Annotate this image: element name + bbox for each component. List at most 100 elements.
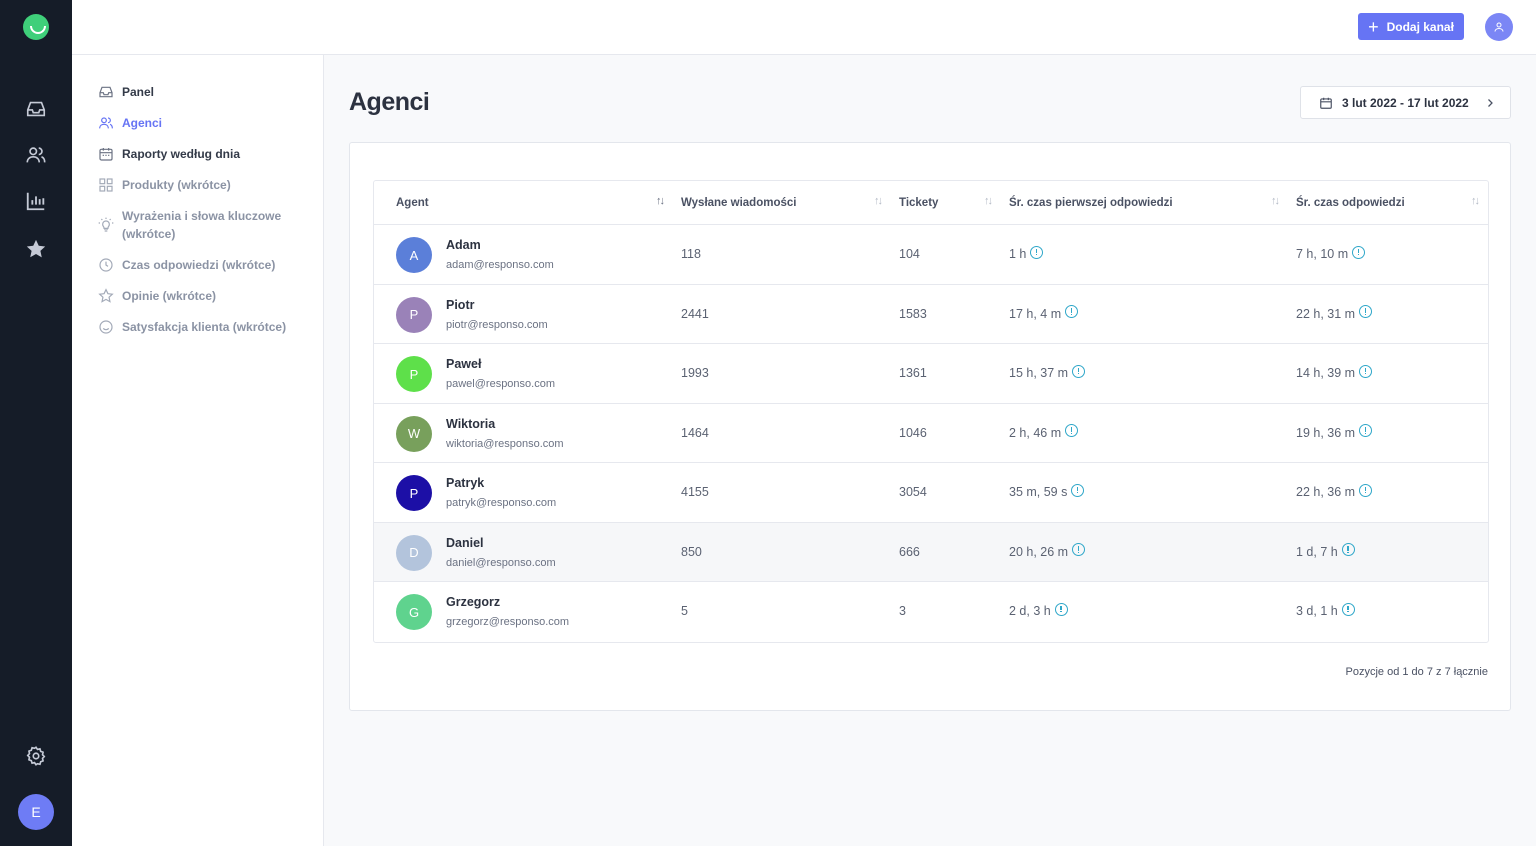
- calendar-icon: [1320, 97, 1332, 109]
- sidebar-item-label: Czas odpowiedzi (wkrótce): [122, 258, 276, 272]
- info-icon[interactable]: [1071, 483, 1085, 497]
- sidebar-item-reviews[interactable]: Opinie (wkrótce): [98, 287, 216, 305]
- sort-icon[interactable]: ↑↓: [656, 195, 665, 207]
- agent-avatar: W: [396, 415, 432, 452]
- info-icon[interactable]: [1359, 305, 1373, 318]
- agents-card: Agent ↑↓ Wysłane wiadomości ↑↓ Tickety ↑…: [349, 142, 1511, 711]
- sort-icon[interactable]: ↑↓: [1471, 195, 1480, 207]
- info-icon[interactable]: [1359, 364, 1373, 378]
- first-response-cell: 1 h: [1009, 245, 1044, 261]
- first-response-cell: 2 h, 46 m: [1009, 424, 1079, 440]
- sent-messages: 1464: [681, 425, 709, 440]
- info-icon[interactable]: [1341, 602, 1355, 616]
- tickets-count: 3054: [899, 485, 927, 499]
- table-row[interactable]: P Paweł pawel@responso.com 1993 1361 15 …: [374, 344, 1488, 404]
- reports-sidebar: Panel Agenci Raporty według dnia Produkt…: [72, 55, 324, 846]
- first-response-cell: 20 h, 26 m: [1009, 543, 1086, 559]
- agent-avatar: G: [396, 594, 432, 630]
- sort-icon[interactable]: ↑↓: [874, 195, 883, 207]
- chevron-right-icon: [1488, 99, 1493, 107]
- info-icon[interactable]: [1359, 424, 1373, 437]
- date-range-picker[interactable]: 3 lut 2022 - 17 lut 2022: [1300, 86, 1511, 119]
- gear-icon[interactable]: [24, 744, 48, 768]
- bulb-icon: [98, 216, 114, 234]
- tickets-count: 104: [899, 247, 920, 261]
- first-response-cell: 17 h, 4 m: [1009, 305, 1079, 321]
- agents-table: Agent ↑↓ Wysłane wiadomości ↑↓ Tickety ↑…: [373, 180, 1489, 643]
- table-row[interactable]: G Grzegorz grzegorz@responso.com 5 3 2 d…: [374, 582, 1488, 642]
- app-rail: E: [0, 0, 72, 846]
- first-response-time: 2 d, 3 h: [1009, 604, 1051, 618]
- first-response-time: 1 h: [1009, 247, 1027, 261]
- sidebar-item-label: Opinie (wkrótce): [122, 289, 217, 303]
- user-avatar-rail[interactable]: E: [18, 794, 54, 830]
- info-icon[interactable]: [1341, 543, 1355, 556]
- agent-name: Daniel: [446, 535, 484, 550]
- table-row[interactable]: A Adam adam@responso.com 118 104 1 h 7 h…: [374, 225, 1488, 285]
- logo-icon[interactable]: [23, 14, 49, 40]
- add-channel-button[interactable]: + Dodaj kanał: [1358, 13, 1464, 40]
- column-header-sent[interactable]: Wysłane wiadomości: [681, 197, 797, 209]
- table-row[interactable]: P Patryk patryk@responso.com 4155 3054 3…: [374, 463, 1488, 523]
- first-response-cell: 35 m, 59 s: [1009, 483, 1085, 499]
- agent-email: wiktoria@responso.com: [446, 437, 564, 450]
- sidebar-item-response-time[interactable]: Czas odpowiedzi (wkrótce): [98, 256, 275, 274]
- grid-icon: [98, 176, 114, 194]
- avg-response-time: 19 h, 36 m: [1296, 425, 1356, 440]
- chart-icon[interactable]: [24, 189, 48, 213]
- agent-email: piotr@responso.com: [446, 318, 548, 331]
- agent-name: Grzegorz: [446, 595, 501, 609]
- table-row[interactable]: D Daniel daniel@responso.com 850 666 20 …: [374, 522, 1488, 582]
- sidebar-item-label-suffix: (wkrótce): [122, 227, 176, 241]
- agent-name: Piotr: [446, 297, 475, 312]
- info-icon[interactable]: [1072, 364, 1086, 378]
- sidebar-item-agents[interactable]: Agenci: [98, 114, 162, 132]
- table-row[interactable]: P Piotr piotr@responso.com 2441 1583 17 …: [374, 285, 1488, 344]
- sidebar-item-daily-reports[interactable]: Raporty według dnia: [98, 145, 240, 163]
- avg-response-time: 14 h, 39 m: [1296, 366, 1356, 380]
- agent-email: grzegorz@responso.com: [446, 616, 570, 628]
- avg-response-time: 22 h, 36 m: [1296, 485, 1356, 499]
- sidebar-item-keywords[interactable]: Wyrażenia i słowa kluczowe (wkrótce): [98, 207, 281, 243]
- agent-name: Wiktoria: [446, 416, 496, 431]
- info-icon[interactable]: [1359, 483, 1373, 497]
- agent-avatar: P: [396, 475, 432, 511]
- date-range-label: 3 lut 2022 - 17 lut 2022: [1342, 95, 1469, 110]
- tickets-count: 1361: [899, 366, 927, 380]
- info-icon[interactable]: [1072, 543, 1086, 556]
- avg-response-time: 7 h, 10 m: [1296, 247, 1349, 261]
- column-header-tickets[interactable]: Tickety: [899, 197, 939, 209]
- info-icon[interactable]: [1065, 424, 1079, 437]
- pagination-info: Pozycje od 1 do 7 z 7 łącznie: [1345, 666, 1488, 678]
- sidebar-item-label-wrap: Wyrażenia i słowa kluczowe (wkrótce): [122, 207, 281, 243]
- sidebar-item-products[interactable]: Produkty (wkrótce): [98, 176, 231, 194]
- star-icon[interactable]: [24, 237, 48, 261]
- agent-email: adam@responso.com: [446, 259, 554, 271]
- sort-icon[interactable]: ↑↓: [984, 195, 993, 207]
- first-response-time: 17 h, 4 m: [1009, 306, 1062, 321]
- user-avatar[interactable]: [1485, 13, 1513, 41]
- column-header-first-response[interactable]: Śr. czas pierwszej odpowiedzi: [1009, 197, 1173, 209]
- users-icon[interactable]: [24, 143, 48, 167]
- clock-icon: [98, 256, 114, 274]
- info-icon[interactable]: [1352, 245, 1366, 259]
- table-row[interactable]: W Wiktoria wiktoria@responso.com 1464 10…: [374, 404, 1488, 463]
- agent-email: daniel@responso.com: [446, 556, 556, 569]
- info-icon[interactable]: [1030, 245, 1044, 259]
- info-icon[interactable]: [1054, 602, 1068, 616]
- sidebar-item-label: Satysfakcja klienta (wkrótce): [122, 320, 287, 334]
- sent-messages: 850: [681, 544, 702, 559]
- column-header-avg-response[interactable]: Śr. czas odpowiedzi: [1296, 197, 1405, 209]
- inbox-icon: [98, 83, 114, 101]
- column-header-agent[interactable]: Agent: [396, 197, 429, 209]
- sort-icon[interactable]: ↑↓: [1271, 195, 1280, 207]
- inbox-icon[interactable]: [24, 97, 48, 121]
- avg-response-time: 3 d, 1 h: [1296, 604, 1338, 618]
- agent-email: patryk@responso.com: [446, 497, 557, 509]
- agent-name: Patryk: [446, 476, 485, 490]
- sidebar-item-satisfaction[interactable]: Satysfakcja klienta (wkrótce): [98, 318, 286, 336]
- sidebar-item-panel[interactable]: Panel: [98, 83, 154, 101]
- agent-avatar: D: [396, 534, 432, 571]
- info-icon[interactable]: [1065, 305, 1079, 318]
- sent-messages: 118: [681, 247, 701, 261]
